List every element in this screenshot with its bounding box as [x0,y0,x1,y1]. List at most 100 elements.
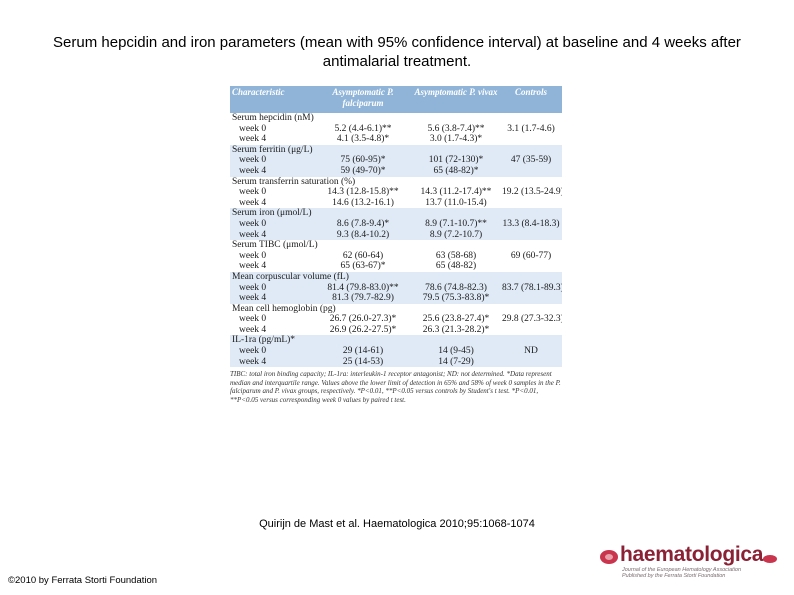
table-row: week 4 81.3 (79.7-82.9) 79.5 (75.3-83.8)* [230,293,562,304]
table-row: week 4 4.1 (3.5-4.8)* 3.0 (1.7-4.3)* [230,134,562,145]
table-cell: 29 (14-61) [314,346,412,357]
logo-subtitle-2: Published by the Ferrata Storti Foundati… [622,573,726,579]
table-header-row: Characteristic Asymptomatic P. falciparu… [230,86,562,113]
table-cell: 65 (63-67)* [314,261,412,272]
table-group: Serum ferritin (μg/L) week 0 75 (60-95)* 10… [230,144,562,177]
table-cell: 13.7 (11.0-15.4) [412,197,500,209]
table-cell: 79.5 (75.3-83.8)* [412,293,500,304]
row-label: week 0 [230,346,314,357]
table-group: Serum transferrin saturation (%) week 0 14… [230,176,562,209]
table-cell: 14.6 (13.2-16.1) [314,197,412,209]
row-label: week 0 [230,187,314,198]
table-cell: 101 (72-130)* [412,155,500,166]
table-group-header-row: Serum transferrin saturation (%) [230,176,562,188]
table-row: week 0 5.2 (4.4-6.1)** 5.6 (3.8-7.4)** 3.1 … [230,123,562,135]
table-cell: 81.4 (79.8-83.0)** [314,282,412,294]
table-cell: 26.3 (21.3-28.2)* [412,324,500,336]
table-cell: 65 (48-82)* [412,165,500,177]
table-cell: 8.9 (7.2-10.7) [412,229,500,241]
logo-cell-icon [600,550,618,564]
group-label: Serum transferrin saturation (%) [230,176,562,188]
table-cell: 13.3 (8.4-18.3) [500,218,562,230]
row-label: week 4 [230,324,314,336]
table-row: week 4 65 (63-67)* 65 (48-82) [230,261,562,272]
table-cell [500,134,562,145]
table-cell: 4.1 (3.5-4.8)* [314,134,412,145]
logo-mark-icon [763,555,777,563]
table-cell [500,229,562,241]
row-label: week 4 [230,134,314,145]
table-cell: 62 (60-64) [314,250,412,262]
row-label: week 4 [230,229,314,241]
table-group-header-row: Mean corpuscular volume (fL) [230,271,562,283]
group-label: Mean corpuscular volume (fL) [230,271,562,283]
group-label: Serum hepcidin (nM) [230,113,562,124]
table-cell: 59 (49-70)* [314,165,412,177]
slide-title: Serum hepcidin and iron parameters (mean… [53,34,741,70]
table-cell: 3.1 (1.7-4.6) [500,123,562,135]
table-cell: 25 (14-53) [314,356,412,368]
group-label: Serum TIBC (μmol/L) [230,240,562,251]
table-group-header-row: Serum hepcidin (nM) [230,113,562,124]
table-row: week 0 81.4 (79.8-83.0)** 78.6 (74.8-82.3)… [230,282,562,294]
table-cell: 69 (60-77) [500,250,562,262]
table-group: Mean cell hemoglobin (pg) week 0 26.7 (26.… [230,303,562,336]
table-group: Serum TIBC (μmol/L) week 0 62 (60-64) 63 (5… [230,240,562,272]
table-cell: ND [500,346,562,357]
table-group-header-row: Serum ferritin (μg/L) [230,144,562,156]
table-row: week 0 8.6 (7.8-9.4)* 8.9 (7.1-10.7)** 13.3… [230,218,562,230]
row-label: week 0 [230,123,314,135]
table-group: Serum iron (μmol/L) week 0 8.6 (7.8-9.4)* 8… [230,208,562,241]
row-label: week 0 [230,155,314,166]
table-cell [500,165,562,177]
haematologica-logo: haematologica Journal of the European He… [598,543,778,579]
table-cell: 5.2 (4.4-6.1)** [314,123,412,135]
table-cell [500,356,562,368]
table-cell: 26.7 (26.0-27.3)* [314,314,412,325]
group-label: Mean cell hemoglobin (pg) [230,303,562,315]
table-cell: 25.6 (23.8-27.4)* [412,314,500,325]
row-label: week 4 [230,197,314,209]
table-cell: 14.3 (12.8-15.8)** [314,187,412,198]
table-row: week 0 75 (60-95)* 101 (72-130)* 47 (35-59) [230,155,562,166]
table-group-header-row: Serum iron (μmol/L) [230,208,562,219]
col-header-p-vivax: Asymptomatic P. vivax [412,86,500,113]
table-group-header-row: Mean cell hemoglobin (pg) [230,303,562,315]
table-cell: 3.0 (1.7-4.3)* [412,134,500,145]
table-cell [500,197,562,209]
table-row: week 4 26.9 (26.2-27.5)* 26.3 (21.3-28.2)* [230,324,562,336]
table-cell: 5.6 (3.8-7.4)** [412,123,500,135]
table-row: week 0 14.3 (12.8-15.8)** 14.3 (11.2-17.4)… [230,187,562,198]
table-cell: 8.6 (7.8-9.4)* [314,218,412,230]
table-cell [500,293,562,304]
table-row: week 0 26.7 (26.0-27.3)* 25.6 (23.8-27.4)*… [230,314,562,325]
table-row: week 4 14.6 (13.2-16.1) 13.7 (11.0-15.4) [230,197,562,209]
table-cell: 29.8 (27.3-32.3) [500,314,562,325]
col-header-p-falciparum: Asymptomatic P. falciparum [314,86,412,113]
table-cell: 14 (7-29) [412,356,500,368]
row-label: week 0 [230,282,314,294]
table-cell: 81.3 (79.7-82.9) [314,293,412,304]
row-label: week 4 [230,356,314,368]
table-cell: 65 (48-82) [412,261,500,272]
table-cell: 8.9 (7.1-10.7)** [412,218,500,230]
row-label: week 0 [230,218,314,230]
table-group: IL-1ra (pg/mL)* week 0 29 (14-61) 14 (9-45)… [230,335,562,368]
table-group: Serum hepcidin (nM) week 0 5.2 (4.4-6.1)**… [230,113,562,145]
row-label: week 4 [230,293,314,304]
table-group-header-row: Serum TIBC (μmol/L) [230,240,562,251]
table-cell: 78.6 (74.8-82.3) [412,282,500,294]
table-cell: 14.3 (11.2-17.4)** [412,187,500,198]
logo-wordmark: haematologica [620,543,764,566]
table-row: week 0 62 (60-64) 63 (58-68) 69 (60-77) [230,250,562,262]
table-cell [500,261,562,272]
citation: Quirijn de Mast et al. Haematologica 201… [259,518,535,530]
hepcidin-table: Characteristic Asymptomatic P. falciparu… [230,86,562,368]
row-label: week 4 [230,165,314,177]
table-cell: 63 (58-68) [412,250,500,262]
table-cell: 14 (9-45) [412,346,500,357]
table-cell: 47 (35-59) [500,155,562,166]
group-label: Serum ferritin (μg/L) [230,144,562,156]
table-cell: 75 (60-95)* [314,155,412,166]
table-cell: 19.2 (13.5-24.9) [500,187,562,198]
